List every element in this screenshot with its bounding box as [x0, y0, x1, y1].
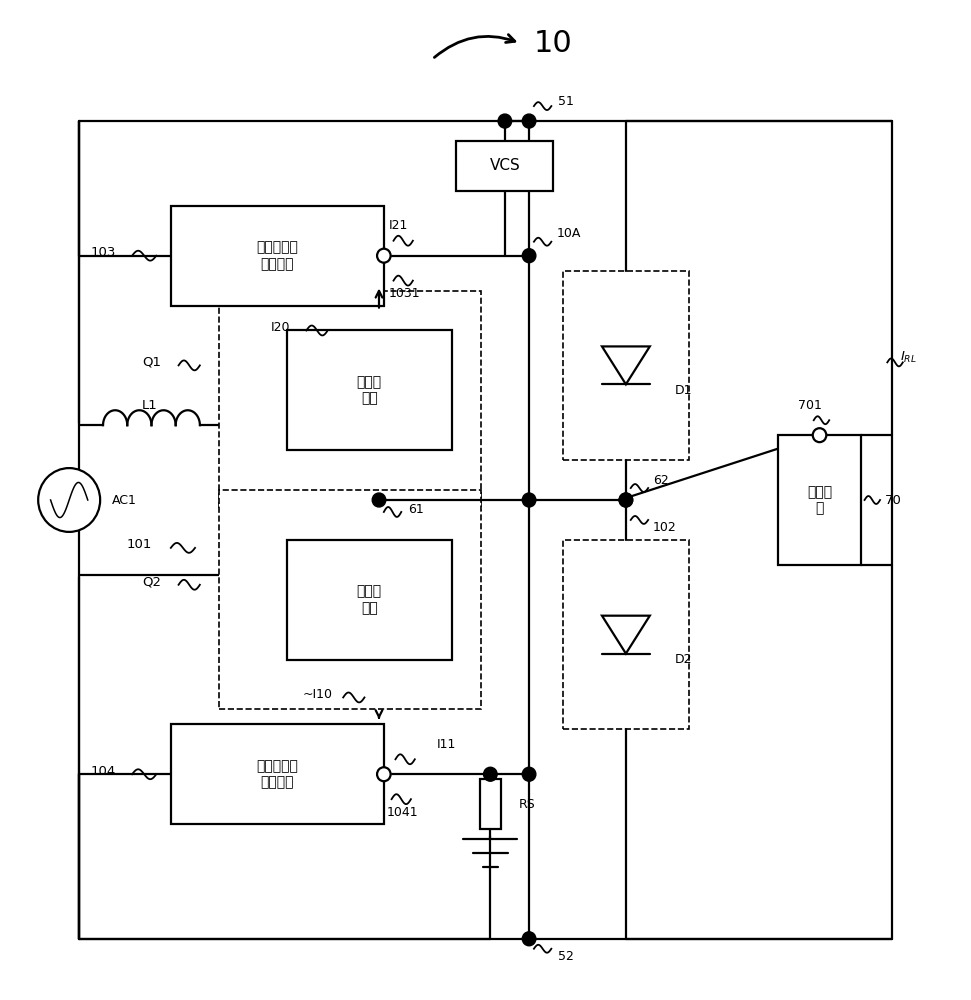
Bar [287, 540, 452, 660]
Circle shape [377, 249, 390, 263]
Bar [171, 724, 384, 824]
Bar [480, 779, 501, 829]
Text: Q1: Q1 [142, 356, 161, 369]
Text: I20: I20 [270, 321, 290, 334]
Text: $I_{RL}$: $I_{RL}$ [900, 350, 917, 365]
Bar [219, 490, 481, 709]
Text: D1: D1 [674, 384, 691, 397]
Bar [171, 206, 384, 306]
Text: 10A: 10A [556, 227, 581, 240]
Text: 52: 52 [558, 950, 574, 963]
Circle shape [377, 767, 390, 781]
Text: RS: RS [519, 798, 535, 811]
Text: 第二电流互
感器电路: 第二电流互 感器电路 [256, 759, 298, 789]
Bar [779, 435, 860, 565]
Text: VCS: VCS [489, 158, 520, 173]
Text: 62: 62 [653, 474, 669, 487]
Bar [287, 330, 452, 450]
Circle shape [38, 468, 100, 532]
Text: 第一电流互
感器电路: 第一电流互 感器电路 [256, 241, 298, 271]
Circle shape [619, 493, 633, 507]
Text: I11: I11 [437, 738, 456, 751]
Text: 70: 70 [885, 494, 902, 507]
Circle shape [522, 932, 536, 946]
Text: 701: 701 [798, 399, 821, 412]
Text: D2: D2 [674, 653, 691, 666]
Bar [456, 141, 553, 191]
Bar [219, 291, 481, 510]
Text: L1: L1 [142, 399, 157, 412]
Circle shape [813, 428, 826, 442]
Text: 1041: 1041 [386, 806, 419, 819]
Circle shape [372, 493, 385, 507]
Circle shape [522, 493, 536, 507]
Circle shape [619, 493, 633, 507]
Text: 第二开
关管: 第二开 关管 [356, 585, 382, 615]
Text: 101: 101 [126, 538, 151, 551]
Text: 第一开
关管: 第一开 关管 [356, 375, 382, 405]
Text: 51: 51 [558, 95, 574, 108]
Circle shape [484, 767, 497, 781]
Text: ~I10: ~I10 [303, 688, 332, 701]
Text: 102: 102 [653, 521, 677, 534]
Text: 103: 103 [90, 246, 116, 259]
Bar [563, 271, 688, 460]
Text: 负载单
元: 负载单 元 [807, 485, 832, 515]
Text: 61: 61 [408, 503, 423, 516]
Text: I21: I21 [388, 219, 408, 232]
Circle shape [522, 249, 536, 263]
Text: 1031: 1031 [388, 287, 420, 300]
Bar [563, 540, 688, 729]
Text: 10: 10 [534, 29, 573, 58]
Circle shape [522, 767, 536, 781]
Text: Q2: Q2 [142, 575, 161, 588]
Circle shape [522, 114, 536, 128]
Text: 104: 104 [90, 765, 116, 778]
Text: AC1: AC1 [112, 494, 137, 507]
Circle shape [498, 114, 512, 128]
